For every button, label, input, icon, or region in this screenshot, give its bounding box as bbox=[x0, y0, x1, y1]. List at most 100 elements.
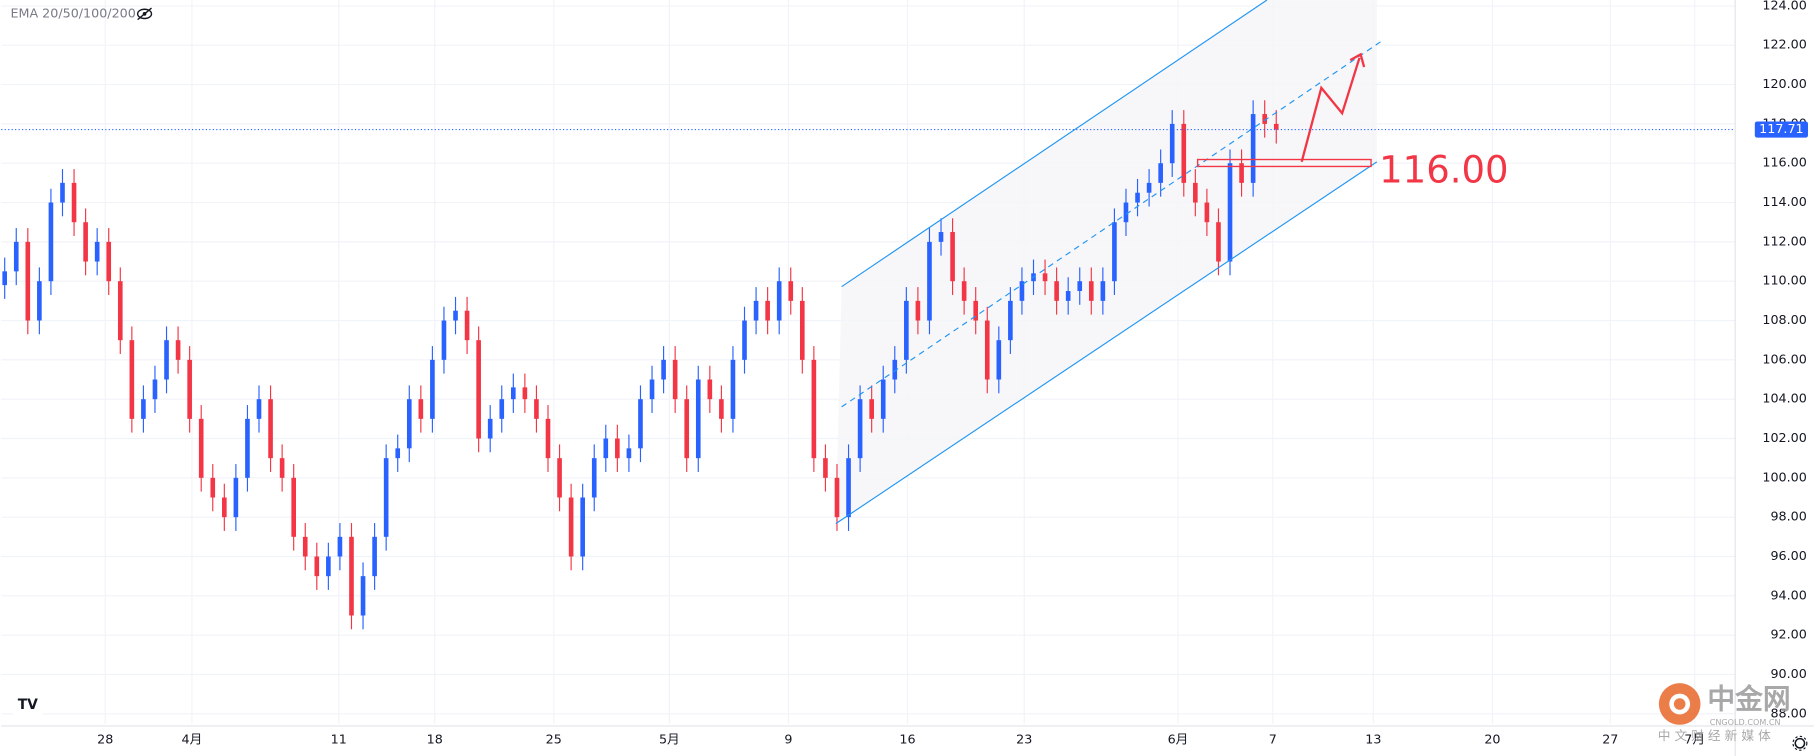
watermark-name: 中金网 bbox=[1707, 683, 1790, 716]
candle-body bbox=[441, 320, 447, 360]
candle-body bbox=[557, 458, 562, 498]
x-tick-label: 23 bbox=[1016, 731, 1032, 746]
channel-mid bbox=[841, 39, 1383, 408]
candle-body bbox=[1042, 273, 1048, 282]
y-tick-label: 90.00 bbox=[1770, 666, 1806, 681]
candle-body bbox=[337, 536, 343, 557]
x-tick-label: 25 bbox=[546, 731, 562, 746]
candle-body bbox=[83, 222, 88, 262]
x-tick-label: 28 bbox=[97, 731, 113, 746]
candle-body bbox=[1239, 163, 1244, 183]
x-tick-label: 6月 bbox=[1168, 731, 1189, 746]
candle-body bbox=[360, 576, 366, 616]
candle-body bbox=[326, 556, 331, 577]
x-tick-label: 13 bbox=[1365, 731, 1381, 746]
candle-body bbox=[753, 300, 759, 321]
candle-body bbox=[1088, 281, 1094, 301]
channel-fill bbox=[835, 0, 1377, 524]
candle-body bbox=[1262, 114, 1268, 124]
candle-body bbox=[927, 241, 932, 321]
candle-body bbox=[776, 281, 782, 321]
candle-body bbox=[545, 418, 551, 459]
candle-body bbox=[591, 458, 597, 498]
y-tick-label: 98.00 bbox=[1770, 509, 1806, 524]
last-price-tag bbox=[1754, 121, 1808, 138]
candle-body bbox=[1227, 163, 1233, 262]
support-box bbox=[1196, 158, 1372, 168]
channel-upper bbox=[841, 0, 1268, 288]
y-tick-label: 124.00 bbox=[1762, 0, 1806, 12]
candle-body bbox=[71, 182, 77, 223]
candle-body bbox=[349, 536, 354, 616]
candles bbox=[2, 100, 1279, 630]
candle-body bbox=[372, 536, 377, 577]
candle-body bbox=[880, 379, 886, 419]
candle-body bbox=[1204, 202, 1210, 223]
x-tick-label: 5月 bbox=[659, 731, 680, 746]
candle-body bbox=[499, 399, 505, 419]
candle-body bbox=[1146, 182, 1152, 193]
candle-body bbox=[291, 477, 296, 537]
x-tick-label: 27 bbox=[1602, 731, 1618, 746]
candle-body bbox=[950, 232, 955, 282]
x-tick-label: 20 bbox=[1484, 731, 1500, 746]
candle-body bbox=[1123, 202, 1129, 223]
y-tick-label: 110.00 bbox=[1762, 273, 1806, 288]
candle-body bbox=[996, 340, 1002, 380]
candle-body bbox=[857, 399, 863, 459]
candle-body bbox=[175, 340, 181, 360]
candle-body bbox=[730, 359, 736, 419]
candle-body bbox=[534, 399, 539, 419]
candle-body bbox=[1100, 281, 1106, 301]
candle-body bbox=[1250, 114, 1256, 183]
candle-body bbox=[961, 281, 967, 301]
candle-body bbox=[869, 399, 874, 419]
y-tick-label: 114.00 bbox=[1762, 194, 1806, 209]
candle-body bbox=[1054, 281, 1059, 301]
candle-body bbox=[406, 399, 412, 449]
candle-body bbox=[580, 497, 585, 557]
candle-body bbox=[256, 399, 262, 419]
candle-body bbox=[765, 300, 770, 321]
candle-body bbox=[141, 399, 146, 419]
candle-body bbox=[904, 300, 909, 360]
candle-body bbox=[973, 300, 979, 321]
x-tick-label: 16 bbox=[899, 731, 915, 746]
x-tick-label: 11 bbox=[331, 731, 347, 746]
x-tick-label: 4月 bbox=[182, 731, 203, 746]
candle-body bbox=[834, 477, 840, 518]
candle-body bbox=[915, 300, 921, 321]
eye-icon bbox=[136, 7, 153, 21]
candle-body bbox=[1112, 222, 1117, 282]
candle-body bbox=[94, 241, 100, 262]
candle-body bbox=[638, 399, 643, 449]
watermark-slogan: 中 文 财 经 新 媒 体 bbox=[1658, 728, 1771, 743]
projection-arrow bbox=[1300, 57, 1361, 163]
candle-body bbox=[615, 438, 620, 459]
x-tick-label: 7 bbox=[1269, 731, 1277, 746]
candle-body bbox=[672, 359, 678, 400]
y-tick-label: 100.00 bbox=[1762, 469, 1806, 484]
candle-body bbox=[430, 359, 435, 419]
candle-body bbox=[511, 387, 516, 400]
candle-body bbox=[811, 359, 817, 459]
candle-body bbox=[302, 536, 308, 557]
candle-body bbox=[568, 497, 574, 557]
last-price-label: 117.71 bbox=[1759, 121, 1803, 136]
candle-body bbox=[522, 387, 528, 400]
candle-body bbox=[37, 281, 42, 321]
candle-body bbox=[649, 379, 655, 400]
settings-icon[interactable] bbox=[1792, 735, 1808, 751]
y-tick-label: 112.00 bbox=[1762, 233, 1806, 248]
candle-body bbox=[453, 310, 458, 321]
level-annotation: 116.00 bbox=[1379, 149, 1508, 192]
candle-body bbox=[938, 232, 944, 242]
x-tick-label: 18 bbox=[427, 731, 443, 746]
candle-body bbox=[25, 241, 31, 321]
candle-body bbox=[1077, 281, 1083, 292]
candle-body bbox=[1181, 123, 1187, 183]
candle-body bbox=[222, 497, 227, 518]
candle-body bbox=[823, 458, 828, 478]
